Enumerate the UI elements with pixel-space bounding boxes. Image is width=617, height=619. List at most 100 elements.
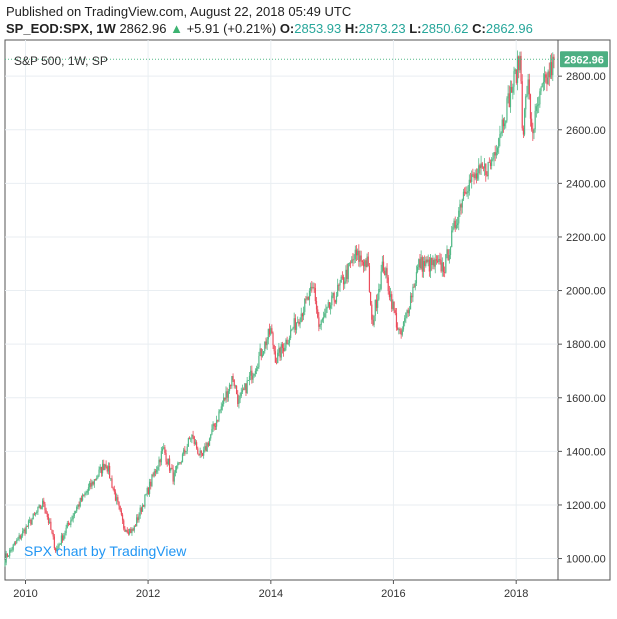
candle-body (358, 250, 360, 262)
candle-body (130, 528, 132, 534)
close-value: 2862.96 (485, 21, 533, 36)
candle-body (277, 352, 279, 364)
candle-body (178, 462, 180, 464)
candle-body (133, 525, 135, 531)
candle-body (353, 259, 355, 261)
candle-body (13, 542, 16, 545)
candle-body (109, 465, 111, 479)
candle-body (152, 474, 154, 476)
candle-body (543, 74, 546, 82)
candle-body (509, 87, 512, 108)
candle-body (317, 309, 319, 318)
candle-body (501, 119, 503, 133)
candle-body (474, 173, 476, 179)
candle-body (176, 465, 178, 470)
candle-body (321, 318, 323, 321)
candle-body (113, 488, 115, 492)
candle-body (258, 355, 260, 367)
candle-body (286, 339, 288, 344)
candle-body (261, 354, 264, 357)
candle-body (224, 397, 226, 400)
candle-body (165, 453, 167, 462)
candle-body (123, 520, 125, 529)
candle-body (434, 259, 436, 267)
candle-body (302, 311, 305, 317)
candle-body (549, 62, 552, 78)
chart-title: S&P 500, 1W, SP (14, 54, 108, 68)
candle-body (481, 163, 483, 168)
candle-body (223, 397, 225, 404)
candle-body (373, 315, 375, 325)
candle-body (250, 370, 252, 376)
candle-body (275, 362, 278, 364)
y-tick-label: 1000.00 (566, 554, 606, 566)
candle-body (365, 260, 367, 268)
candle-body (464, 191, 466, 193)
candle-body (389, 294, 392, 298)
candle-body (246, 380, 248, 394)
candle-body (225, 391, 227, 400)
candle-body (51, 529, 53, 534)
candle-body (491, 159, 493, 166)
candle-body (347, 263, 349, 279)
candle-body (419, 259, 421, 269)
candle-body (371, 304, 373, 320)
candle-body (291, 329, 293, 331)
candle-body (469, 179, 472, 182)
candle-body (14, 542, 17, 544)
candle-body (54, 548, 57, 552)
candle-body (93, 479, 95, 485)
candle-body (467, 191, 469, 193)
candle-body (418, 259, 420, 268)
candle-body (300, 313, 302, 323)
candle-body (398, 328, 400, 330)
candle-body (513, 71, 515, 87)
candle-body (208, 438, 211, 446)
candle-body (485, 163, 487, 176)
candle-body (183, 449, 185, 455)
candle-body (204, 446, 206, 450)
candle-body (191, 435, 193, 439)
candle-body (408, 309, 410, 314)
candle-body (205, 446, 207, 452)
candle-body (375, 299, 378, 308)
candle-body (367, 256, 369, 267)
candle-body (546, 77, 548, 84)
candle-body (160, 451, 162, 463)
candle-body (360, 255, 362, 261)
candle-body (351, 259, 353, 264)
candle-body (213, 423, 215, 427)
candle-body (39, 505, 41, 509)
candle-body (431, 257, 433, 266)
candle-body (526, 94, 528, 97)
candle-body (453, 220, 455, 228)
candle-body (73, 512, 75, 516)
candle-body (241, 389, 244, 393)
candle-body (472, 174, 474, 176)
candle-body (320, 320, 322, 326)
candle-body (173, 472, 175, 482)
candle-body (233, 379, 235, 386)
candle-body (247, 380, 249, 381)
candle-body (364, 260, 366, 267)
candle-body (518, 56, 520, 71)
candle-body (110, 478, 112, 480)
candle-body (101, 463, 104, 474)
candle-body (438, 258, 440, 262)
candle-body (248, 375, 251, 381)
candle-body (198, 453, 200, 456)
candle-body (405, 312, 407, 319)
up-arrow-icon: ▲ (170, 21, 183, 36)
candle-body (237, 394, 239, 404)
candle-body (97, 475, 99, 479)
candle-body (145, 494, 147, 495)
candle-body (346, 269, 348, 279)
candle-body (465, 191, 467, 194)
candle-body (330, 305, 332, 309)
candle-body (507, 93, 509, 99)
candle-body (71, 519, 73, 521)
candle-body (478, 165, 480, 174)
candle-body (400, 330, 402, 335)
